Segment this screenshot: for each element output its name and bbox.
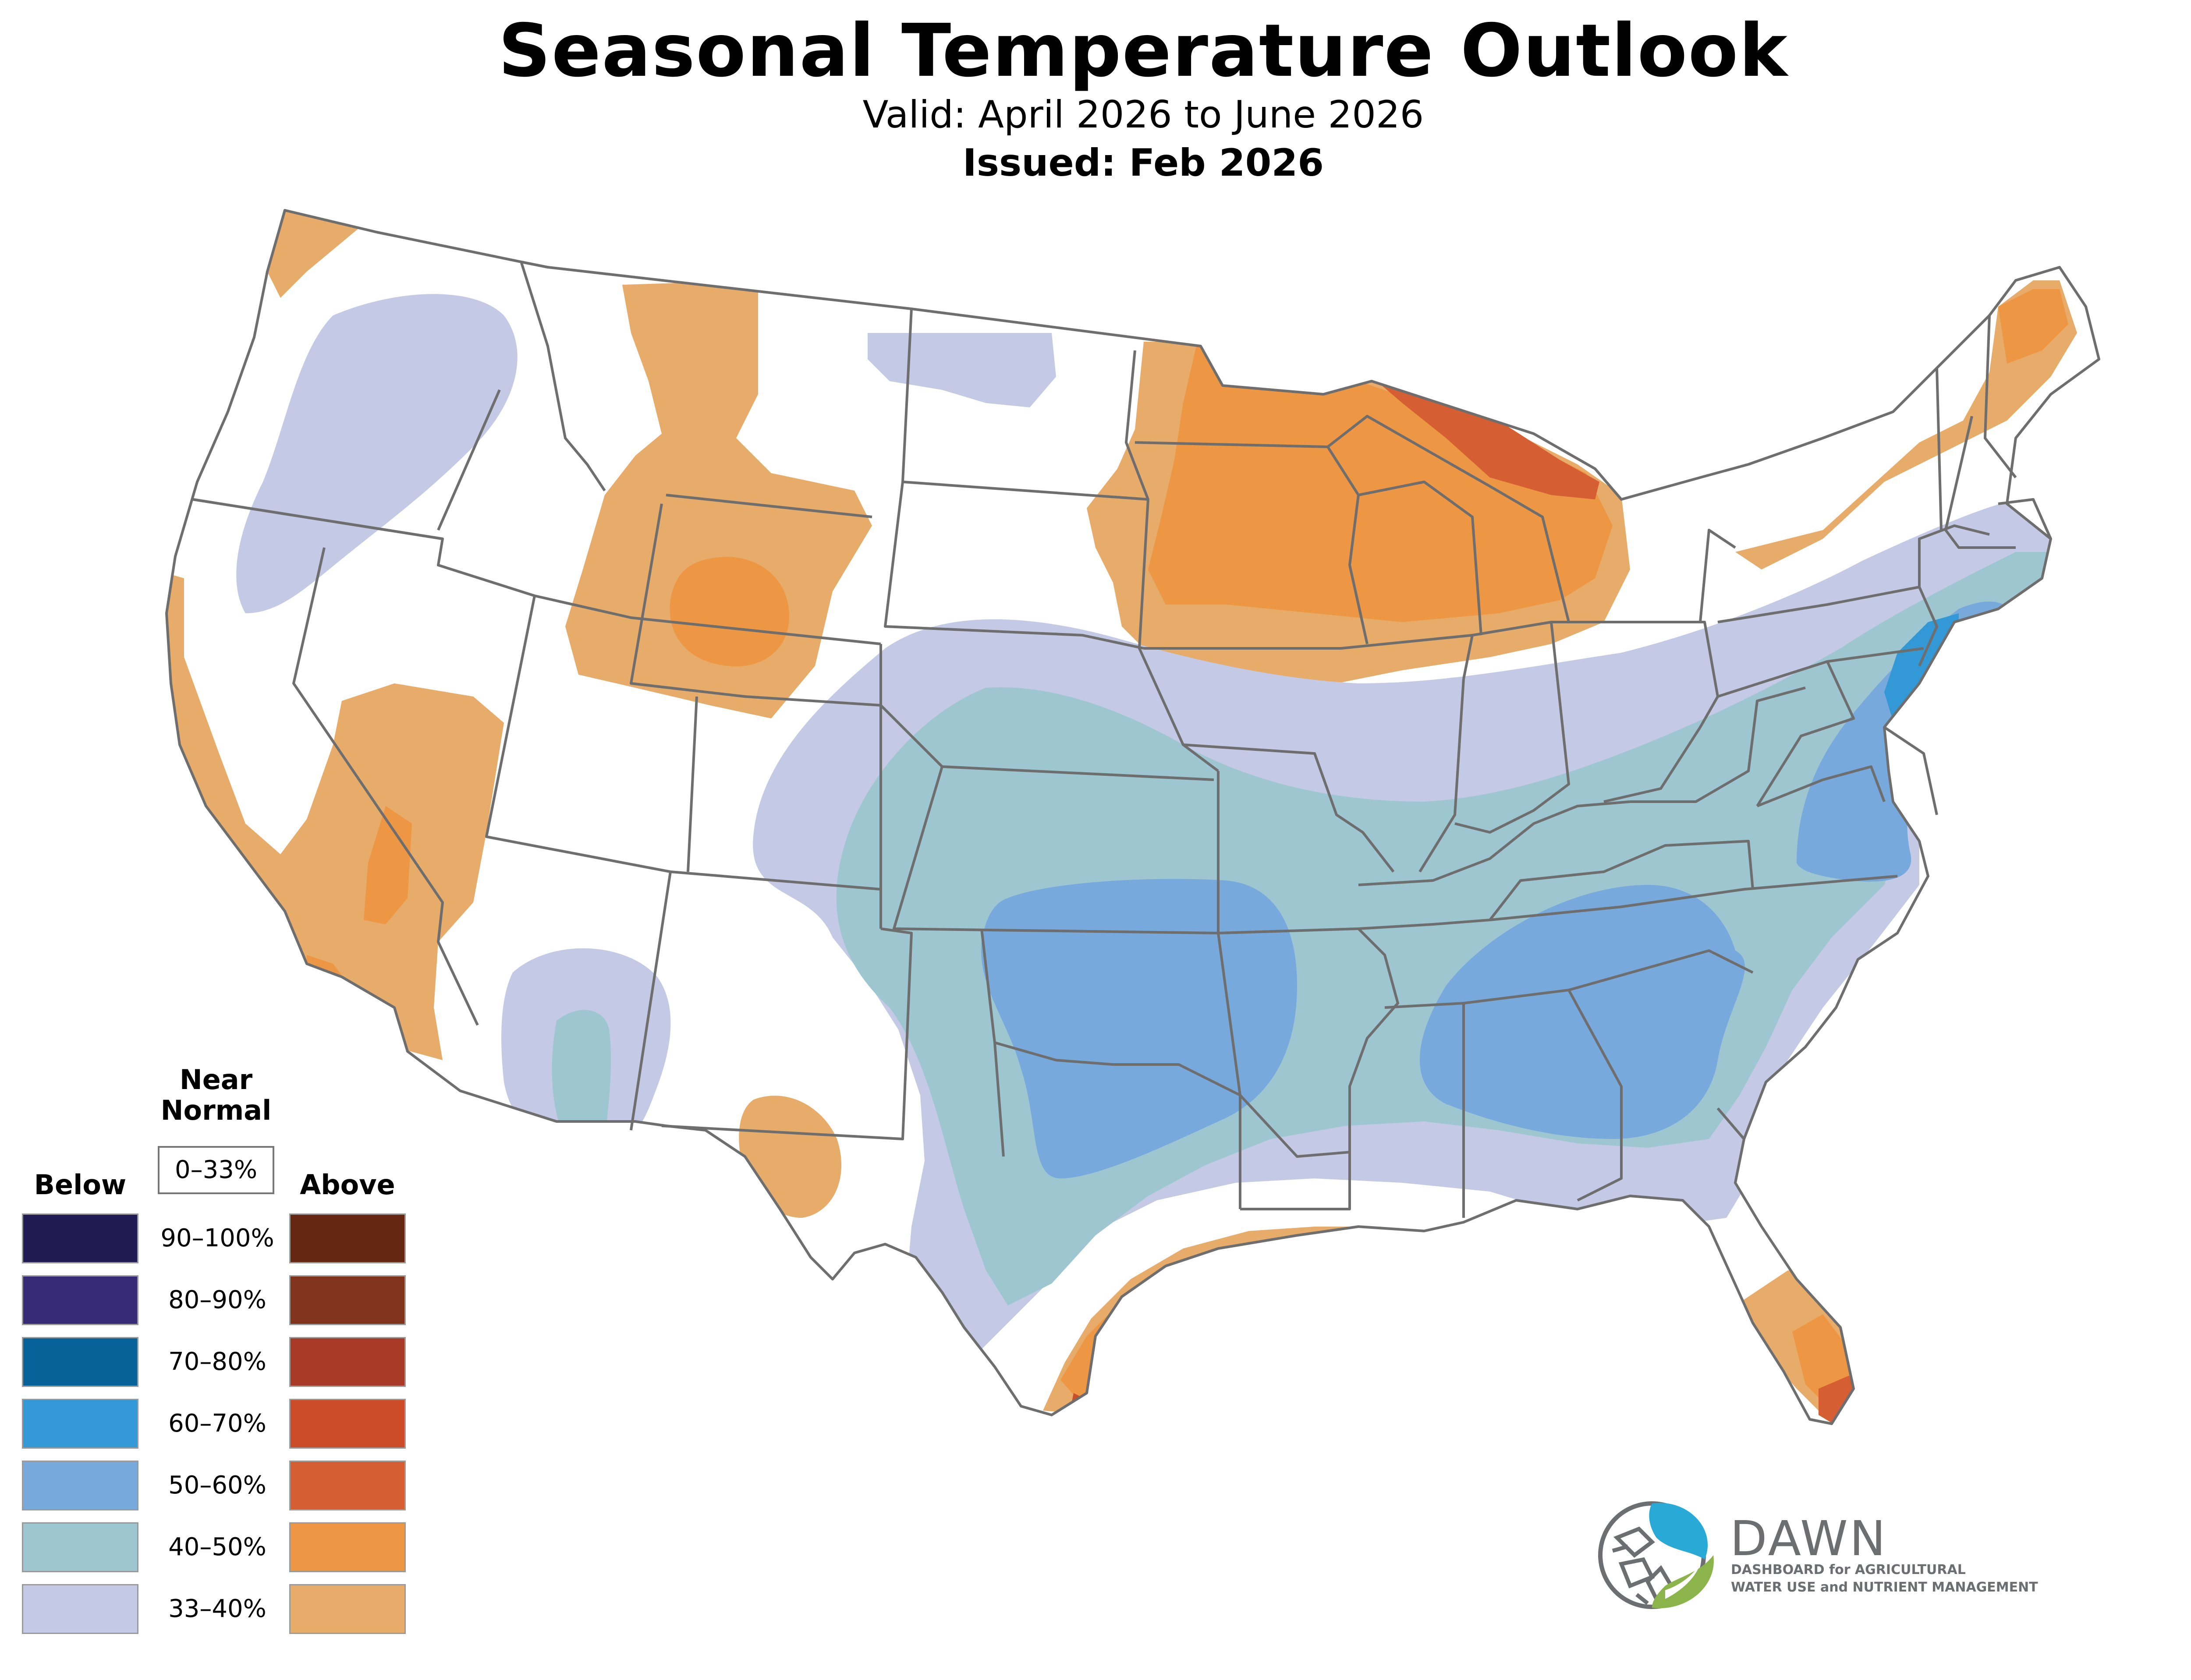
map-title: Seasonal Temperature Outlook	[498, 9, 1788, 93]
issued-date: Issued: Feb 2026	[962, 141, 1324, 185]
legend-near-normal-line1: Near	[179, 1064, 253, 1096]
above-40-50-colorado	[670, 557, 789, 667]
below-50-60-oklahoma	[981, 879, 1297, 1178]
dawn-logo-icon	[1598, 1501, 1714, 1609]
legend-range-label: 50–60%	[168, 1471, 266, 1500]
state-borders	[165, 209, 2100, 1425]
legend-below-swatch	[22, 1522, 138, 1572]
above-33-40-southwest	[167, 569, 504, 1060]
above-40-50-maine	[1998, 289, 2068, 364]
legend-range-label: 40–50%	[168, 1533, 266, 1561]
legend-range-label: 90–100%	[160, 1224, 274, 1252]
dawn-logo-tagline-2: WATER USE and NUTRIENT MANAGEMENT	[1731, 1580, 2038, 1595]
legend-below-swatch	[22, 1399, 138, 1449]
legend-below-swatch	[22, 1461, 138, 1510]
legend-range-label: 60–70%	[168, 1409, 266, 1438]
legend-below-swatch	[22, 1213, 138, 1263]
below-40-50-arizona	[552, 1010, 611, 1139]
legend-range-label: 80–90%	[168, 1286, 266, 1314]
legend-above-swatch	[289, 1522, 406, 1572]
dawn-logo-name: DAWN	[1730, 1510, 1888, 1567]
legend-near-normal-line2: Normal	[160, 1094, 272, 1126]
legend-below-label: Below	[34, 1169, 127, 1201]
legend-above-swatch	[289, 1337, 406, 1387]
us-outline	[165, 209, 2100, 1425]
below-33-40-north-montana	[868, 333, 1056, 407]
legend-range-label: 33–40%	[168, 1595, 266, 1623]
legend-below-swatch	[22, 1275, 138, 1325]
legend-above-label: Above	[300, 1169, 395, 1201]
dawn-logo-tagline-1: DASHBOARD for AGRICULTURAL	[1731, 1562, 1966, 1577]
legend-above-swatch	[289, 1461, 406, 1510]
above-33-40-pacific-nw-coast	[263, 210, 359, 298]
legend-above-swatch	[289, 1399, 406, 1449]
legend-near-normal-box: 0–33%	[158, 1146, 274, 1194]
legend-above-swatch	[289, 1275, 406, 1325]
above-40-50-southwest	[364, 806, 412, 924]
legend-range-label: 70–80%	[168, 1348, 266, 1376]
legend-above-swatch	[289, 1213, 406, 1263]
legend-below-swatch	[22, 1337, 138, 1387]
above-50-60-lake-superior	[1372, 377, 1599, 499]
below-50-60-southeast	[1420, 885, 1745, 1139]
valid-period: Valid: April 2026 to June 2026	[862, 93, 1424, 137]
legend-below-swatch	[22, 1584, 138, 1634]
above-40-50-great-lakes	[1148, 346, 1613, 622]
legend-above-swatch	[289, 1584, 406, 1634]
below-33-40-pacific-nw	[236, 294, 518, 613]
